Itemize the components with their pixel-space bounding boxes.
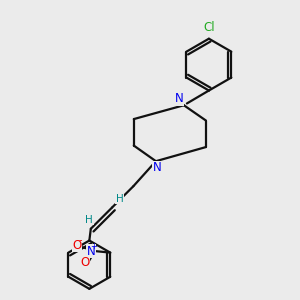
Text: N: N [153, 161, 162, 174]
Text: H: H [116, 194, 123, 204]
Text: O: O [81, 256, 90, 269]
Text: H: H [85, 215, 93, 225]
Text: O: O [72, 239, 82, 252]
Text: N: N [175, 92, 184, 105]
Text: N: N [87, 244, 95, 258]
Text: Cl: Cl [203, 21, 215, 34]
Text: +: + [90, 242, 97, 251]
Text: -: - [78, 235, 82, 245]
